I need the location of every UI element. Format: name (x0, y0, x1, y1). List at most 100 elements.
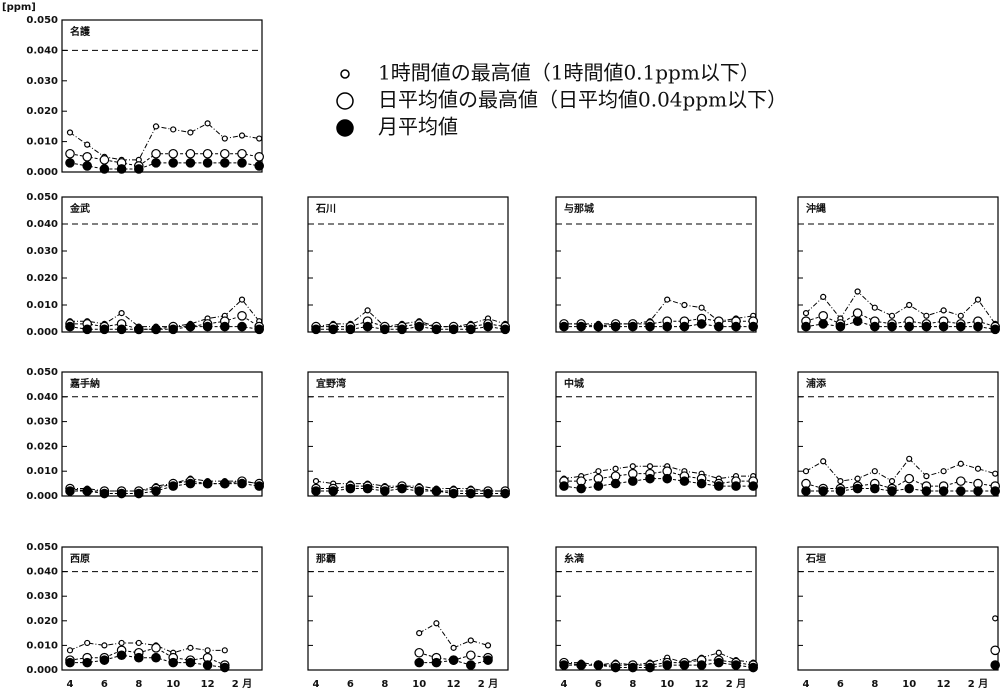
panel-frame (797, 371, 999, 497)
panel-title: 嘉手納 (69, 377, 100, 390)
data-point (116, 164, 127, 174)
data-point (679, 660, 690, 670)
data-point (220, 662, 230, 673)
data-point (627, 476, 638, 486)
data-point (869, 483, 880, 494)
panel-title: 那覇 (316, 553, 336, 565)
x-tick-label: 10 (412, 679, 426, 690)
data-point (698, 304, 705, 311)
data-point (662, 660, 672, 670)
data-point (99, 655, 110, 665)
panel-frame (555, 371, 757, 497)
data-point (801, 321, 811, 332)
data-point (904, 473, 914, 484)
data-point (202, 321, 213, 332)
data-point (465, 488, 476, 499)
data-point (713, 657, 724, 668)
x-tick-label: 12 (447, 679, 461, 690)
data-point (65, 486, 75, 496)
data-point (974, 465, 982, 472)
data-point (254, 152, 265, 162)
legend-marker (336, 119, 354, 137)
x-tick-label: 6 (101, 679, 108, 690)
data-point (887, 486, 897, 496)
data-point (345, 324, 356, 335)
data-point (311, 324, 321, 335)
data-point (957, 312, 964, 319)
data-point (134, 164, 144, 174)
data-point (500, 324, 510, 335)
data-point (151, 324, 161, 335)
y-tick-label: 0.010 (26, 300, 58, 311)
data-point (852, 308, 863, 318)
series-line (70, 483, 260, 495)
data-point (610, 662, 621, 673)
series-line (316, 326, 506, 330)
panel-frame (555, 546, 757, 671)
series-line (70, 654, 225, 669)
data-point (66, 129, 74, 136)
data-point (906, 455, 913, 462)
data-point (465, 660, 476, 670)
data-point (837, 478, 844, 485)
legend-marker (340, 69, 350, 79)
data-point (610, 321, 621, 332)
data-point (328, 324, 338, 335)
data-point (593, 321, 604, 332)
data-point (990, 645, 1000, 656)
panel-title: 宜野湾 (316, 377, 346, 390)
data-point (187, 644, 194, 651)
data-point (869, 321, 880, 332)
data-point (681, 301, 688, 309)
data-point (254, 324, 265, 335)
data-point (664, 296, 671, 303)
data-point (696, 319, 707, 329)
data-point (118, 310, 125, 317)
panel-frame (307, 196, 509, 333)
y-tick-label: 0.040 (26, 567, 58, 578)
panel-frame (797, 546, 999, 671)
y-tick-label: 0.030 (26, 591, 58, 602)
y-tick-label: 0.020 (26, 441, 58, 452)
legend-marker (336, 92, 354, 110)
data-point (66, 647, 74, 654)
data-point (362, 321, 373, 332)
data-point (134, 652, 144, 663)
data-point (65, 321, 75, 332)
data-point (731, 321, 741, 332)
data-point (202, 478, 213, 489)
y-tick-label: 0.000 (26, 167, 58, 178)
series-line (563, 478, 754, 490)
data-point (185, 657, 196, 668)
data-point (713, 481, 724, 491)
data-point (118, 639, 125, 647)
data-point (818, 486, 828, 496)
data-point (84, 141, 91, 148)
data-point (820, 293, 827, 300)
series-line (805, 478, 996, 490)
data-point (957, 460, 964, 467)
data-point (871, 468, 878, 475)
data-point (852, 316, 863, 326)
data-point (202, 158, 213, 168)
data-point (397, 324, 407, 335)
panel-frame (307, 546, 509, 671)
data-point (416, 629, 423, 637)
data-point (992, 470, 999, 477)
data-point (992, 615, 999, 622)
data-point (887, 321, 897, 332)
data-point (204, 120, 211, 127)
data-point (256, 135, 263, 142)
data-point (448, 655, 459, 665)
data-point (593, 481, 604, 491)
data-point (151, 148, 161, 159)
data-point (101, 642, 108, 649)
data-point (152, 123, 160, 130)
x-tick-label: 2 月 (232, 678, 252, 690)
y-tick-label: 0.020 (26, 616, 58, 627)
data-point (220, 478, 230, 489)
data-point (168, 481, 178, 491)
y-tick-label: 0.000 (26, 665, 58, 676)
data-point (82, 152, 92, 162)
x-tick-label: 10 (660, 679, 674, 690)
